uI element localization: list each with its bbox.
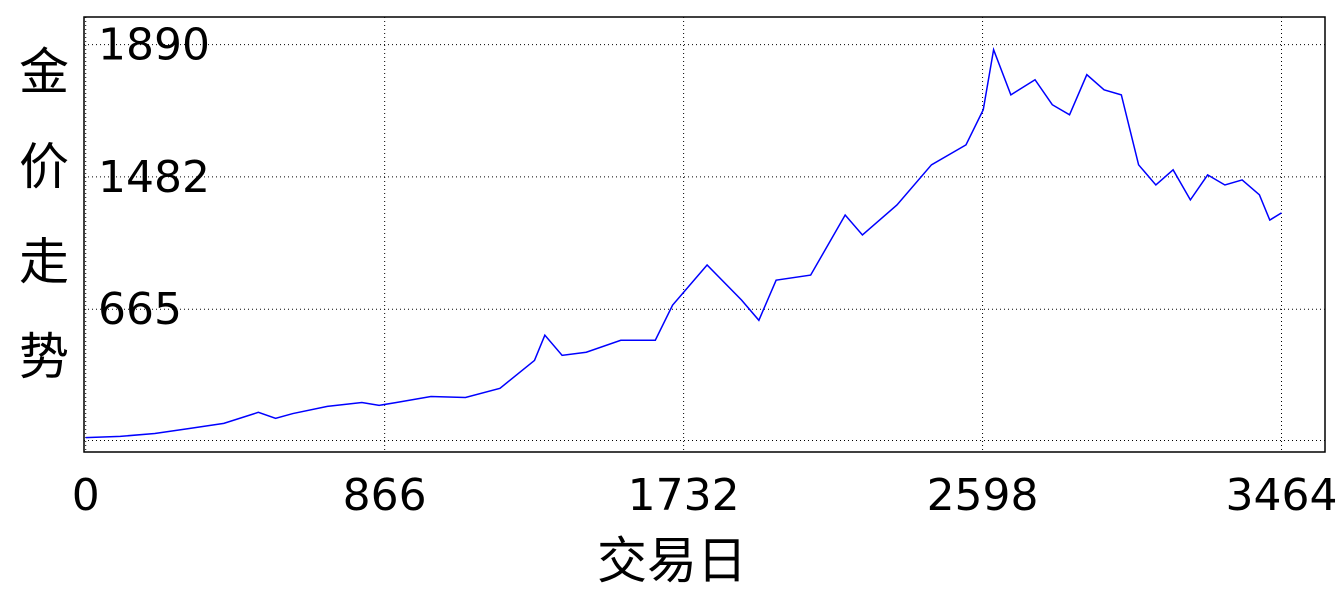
x-tick-label: 2598 bbox=[927, 470, 1039, 521]
plot-frame bbox=[83, 16, 1326, 453]
x-axis-label: 交易日 bbox=[597, 532, 747, 590]
x-tick-label: 1732 bbox=[628, 470, 740, 521]
x-tick-label: 0 bbox=[72, 470, 100, 521]
y-tick-label: 1482 bbox=[98, 152, 210, 203]
x-tick-label: 866 bbox=[343, 470, 427, 521]
y-tick-label: 665 bbox=[98, 284, 182, 335]
x-tick-label: 3464 bbox=[1226, 470, 1338, 521]
price-line bbox=[85, 46, 1282, 439]
y-tick-label: 1890 bbox=[98, 20, 210, 71]
y-axis-label: 金价走势 bbox=[11, 45, 69, 425]
